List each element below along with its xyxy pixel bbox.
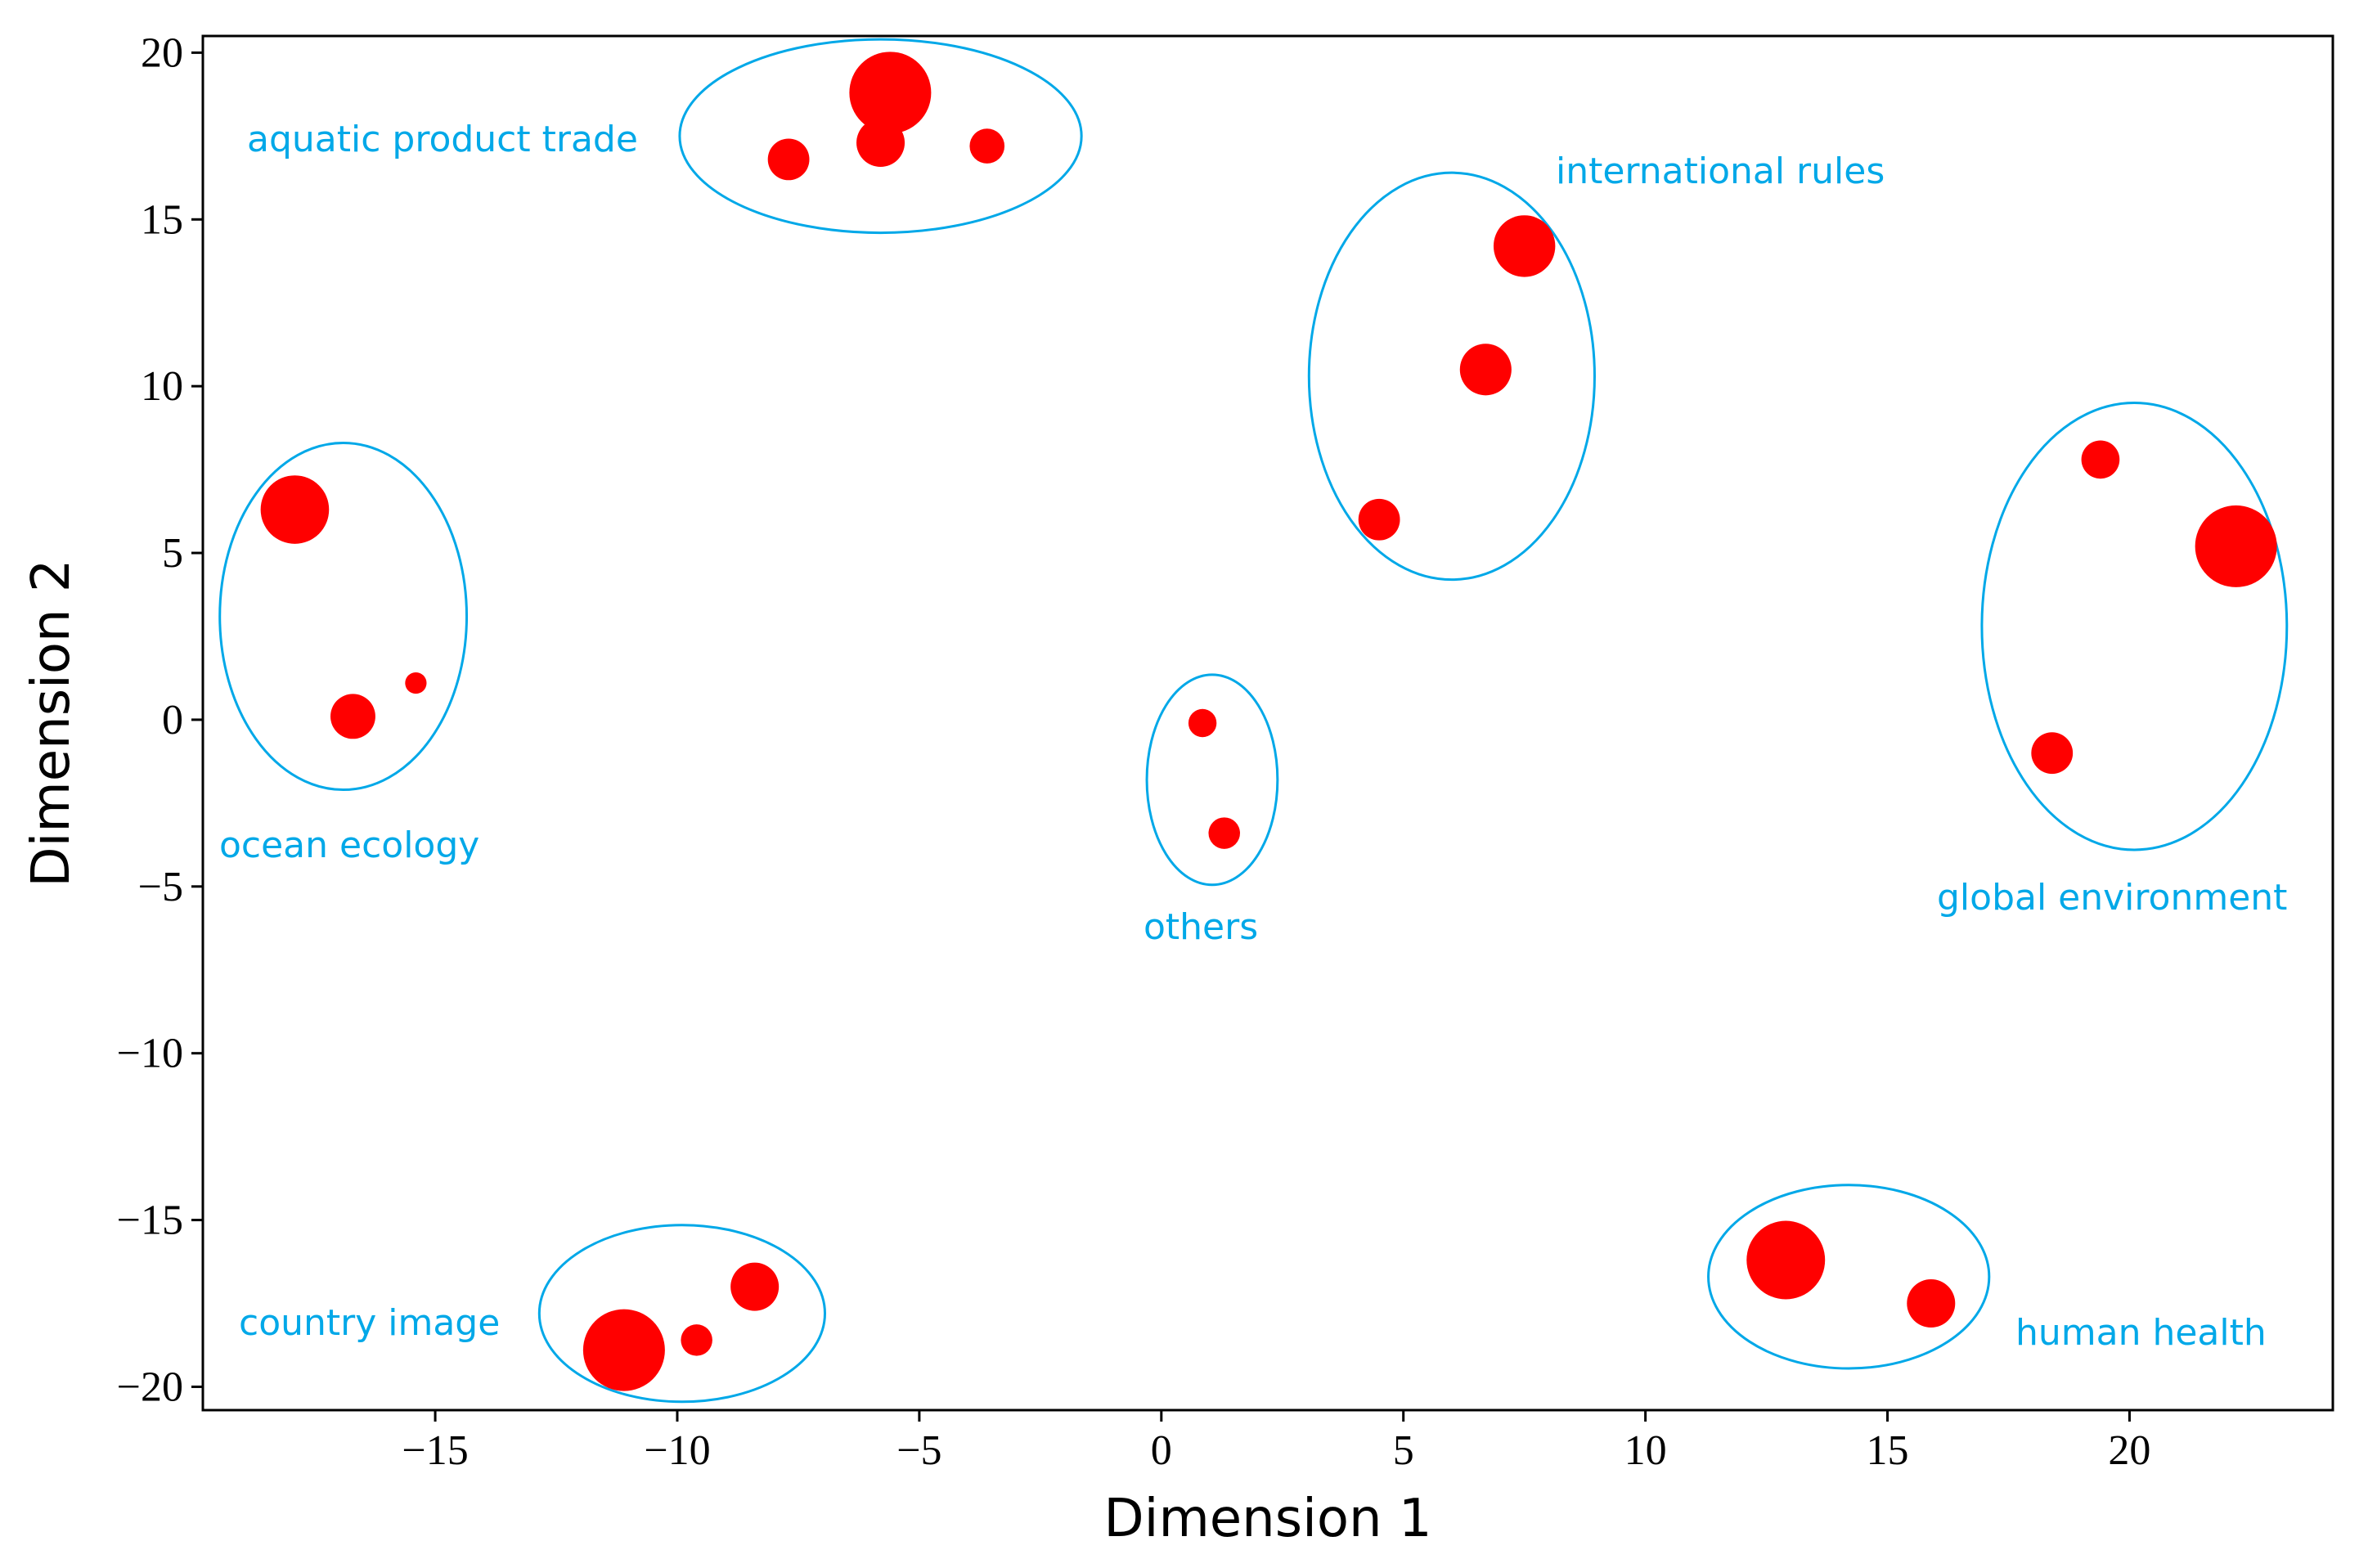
data-point bbox=[2031, 732, 2074, 775]
plot-area-frame bbox=[201, 34, 2334, 1412]
cluster-label-country-image: country image bbox=[239, 1302, 500, 1344]
data-point bbox=[849, 52, 932, 134]
cluster-label-global-environment: global environment bbox=[1937, 877, 2287, 919]
y-axis-title: Dimension 2 bbox=[21, 559, 82, 887]
x-tick-label: 15 bbox=[1867, 1427, 1909, 1474]
data-point bbox=[681, 1324, 712, 1356]
cluster-label-others: others bbox=[1144, 906, 1258, 948]
y-tick-label: −15 bbox=[117, 1197, 183, 1244]
data-point bbox=[1188, 708, 1217, 738]
y-tick-label: 10 bbox=[141, 363, 183, 410]
x-tick-label: −10 bbox=[644, 1427, 710, 1474]
cluster-ellipse-global-environment bbox=[1980, 402, 2289, 851]
data-point bbox=[730, 1262, 780, 1311]
cluster-ellipse-ocean-ecology bbox=[218, 441, 469, 792]
cluster-ellipse-aquatic-product-trade bbox=[678, 38, 1083, 235]
x-tick-label: 5 bbox=[1393, 1427, 1414, 1474]
x-tick-label: 20 bbox=[2108, 1427, 2150, 1474]
data-point bbox=[260, 475, 330, 544]
cluster-ellipse-country-image bbox=[537, 1224, 826, 1404]
cluster-label-international-rules: international rules bbox=[1556, 151, 1885, 192]
data-point bbox=[1358, 498, 1400, 541]
data-point bbox=[969, 128, 1005, 164]
x-tick-label: 10 bbox=[1624, 1427, 1667, 1474]
data-point bbox=[405, 672, 427, 694]
y-tick-label: 15 bbox=[141, 196, 183, 243]
y-tick-label: −20 bbox=[117, 1364, 183, 1410]
cluster-label-human-health: human health bbox=[2015, 1312, 2267, 1354]
data-point bbox=[1907, 1279, 1956, 1328]
axis-ticks: −15 −10 −5 0 5 10 15 20 −20 −15 −10 −5 0 5 10 15 20 bbox=[117, 29, 2151, 1474]
data-point bbox=[582, 1309, 665, 1391]
cluster-ellipse-human-health bbox=[1707, 1184, 1991, 1370]
cluster-ellipse-others bbox=[1145, 673, 1279, 887]
y-tick-label: −10 bbox=[117, 1031, 183, 1077]
y-tick-label: 20 bbox=[141, 29, 183, 76]
data-point bbox=[1459, 344, 1512, 396]
x-tick-label: −5 bbox=[896, 1427, 941, 1474]
cluster-labels: aquatic product trade international rules… bbox=[219, 119, 2287, 1354]
data-point bbox=[1746, 1220, 1826, 1300]
y-tick-label: 5 bbox=[162, 530, 183, 577]
cluster-label-aquatic-product-trade: aquatic product trade bbox=[247, 119, 638, 160]
x-tick-label: −15 bbox=[402, 1427, 468, 1474]
cluster-ellipse-international-rules bbox=[1307, 171, 1596, 582]
x-tick-label: 0 bbox=[1151, 1427, 1172, 1474]
data-point bbox=[767, 138, 810, 181]
cluster-label-ocean-ecology: ocean ecology bbox=[219, 824, 479, 866]
x-axis-title: Dimension 1 bbox=[1103, 1489, 1431, 1549]
cluster-ellipses bbox=[218, 38, 2289, 1404]
data-points bbox=[260, 52, 2277, 1391]
y-tick-label: −5 bbox=[138, 864, 183, 910]
data-point bbox=[330, 694, 375, 739]
data-point bbox=[1208, 817, 1240, 849]
data-point bbox=[2195, 505, 2277, 587]
y-tick-label: 0 bbox=[162, 697, 183, 744]
data-point bbox=[2081, 440, 2120, 479]
data-point bbox=[1493, 215, 1556, 277]
